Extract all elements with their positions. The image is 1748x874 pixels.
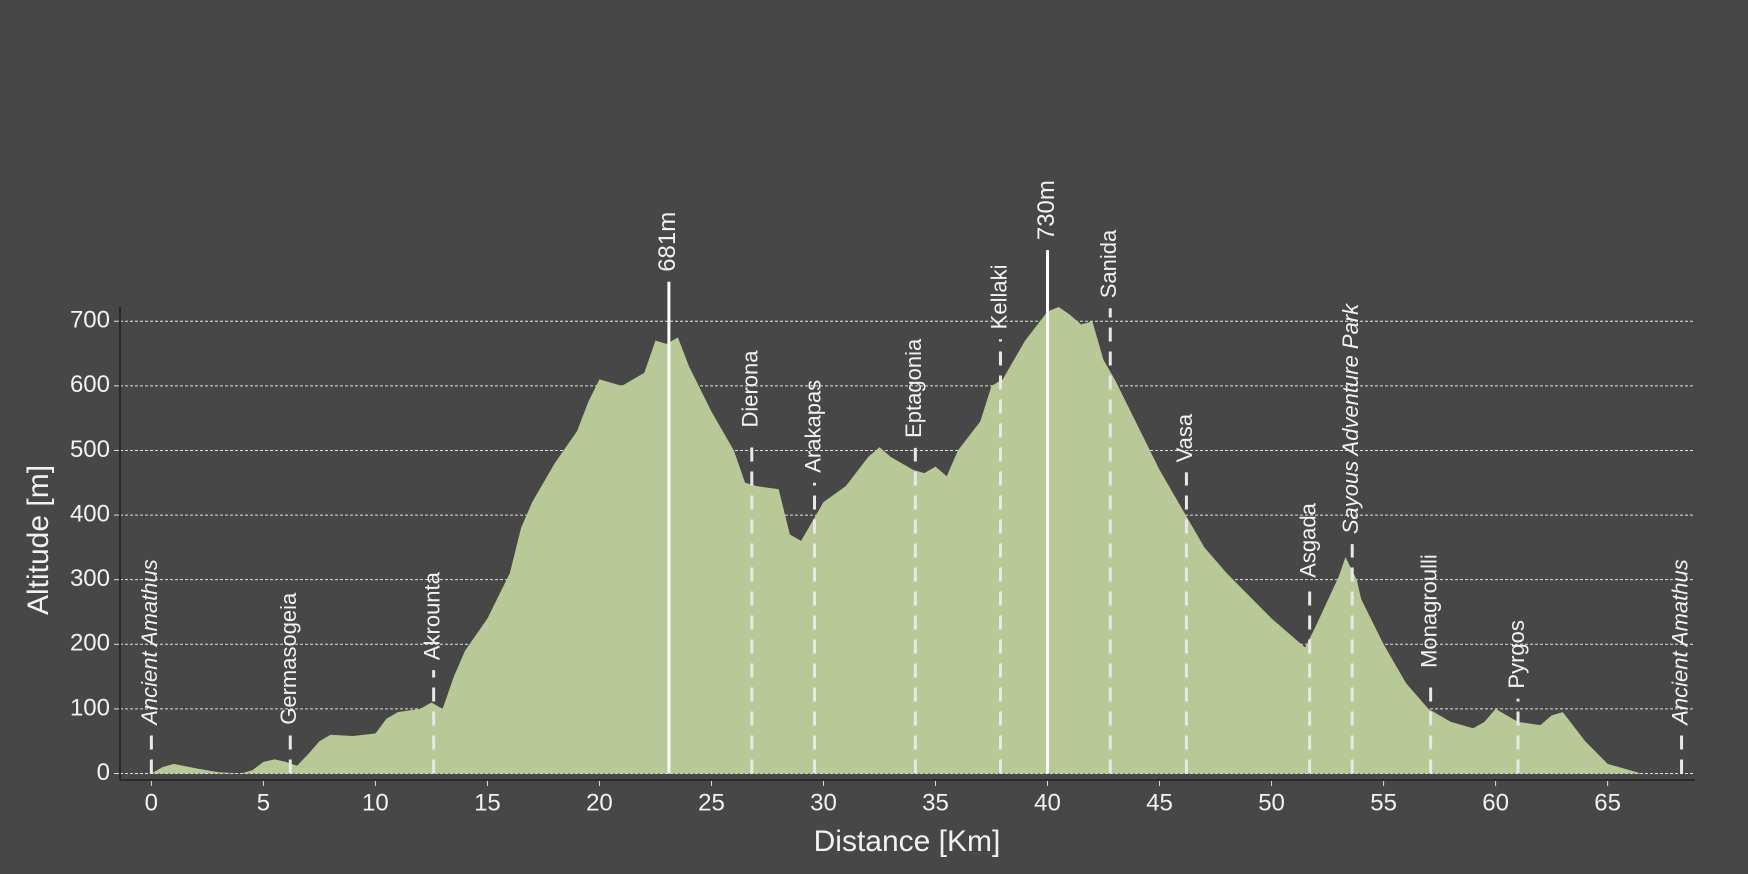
peak-label: 681m [654, 212, 681, 272]
y-tick-label: 700 [70, 307, 110, 334]
y-tick-label: 600 [70, 371, 110, 398]
x-tick-label: 10 [362, 789, 389, 816]
x-tick-label: 65 [1594, 789, 1621, 816]
waypoint-label: Asgada [1295, 502, 1320, 577]
x-axis-label: Distance [Km] [814, 825, 1001, 858]
y-tick-label: 400 [70, 500, 110, 527]
x-tick-label: 55 [1370, 789, 1397, 816]
y-tick-label: 200 [70, 630, 110, 657]
waypoint-label: Ancient Amathus [137, 559, 162, 727]
waypoint-label: Kellaki [986, 264, 1011, 329]
y-tick-label: 100 [70, 694, 110, 721]
y-tick-label: 0 [97, 759, 110, 786]
x-tick-label: 30 [810, 789, 837, 816]
y-tick-label: 300 [70, 565, 110, 592]
waypoint-label: Vasa [1172, 413, 1197, 462]
x-tick-label: 40 [1034, 789, 1061, 816]
waypoint-label: Monagroulli [1416, 554, 1441, 668]
x-tick-label: 0 [145, 789, 158, 816]
waypoint-label: Akrounta [419, 571, 444, 660]
x-tick-label: 5 [257, 789, 270, 816]
x-tick-label: 20 [586, 789, 613, 816]
y-axis-label: Altitude [m] [22, 465, 55, 615]
waypoint-label: Dierona [738, 350, 763, 428]
waypoint-label: Ancient Amathus [1667, 559, 1692, 727]
waypoint-label: Pyrgos [1504, 620, 1529, 688]
waypoint-label: Sanida [1096, 229, 1121, 298]
waypoint-label: Sayous Adventure Park [1338, 303, 1363, 534]
y-tick-label: 500 [70, 436, 110, 463]
x-tick-label: 15 [474, 789, 501, 816]
waypoint-label: Germasogeia [276, 592, 301, 725]
x-tick-label: 35 [922, 789, 949, 816]
waypoint-label: Eptagonia [901, 338, 926, 438]
elevation-area [151, 307, 1642, 774]
x-tick-label: 45 [1146, 789, 1173, 816]
x-tick-label: 50 [1258, 789, 1285, 816]
peak-label: 730m [1033, 180, 1060, 240]
x-tick-label: 60 [1482, 789, 1509, 816]
waypoint-label: Arakapas [800, 380, 825, 473]
x-tick-label: 25 [698, 789, 725, 816]
